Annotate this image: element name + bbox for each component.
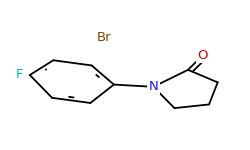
Text: F: F bbox=[16, 69, 24, 81]
Text: Br: Br bbox=[97, 31, 111, 44]
Text: O: O bbox=[198, 49, 208, 62]
Text: N: N bbox=[148, 80, 158, 93]
